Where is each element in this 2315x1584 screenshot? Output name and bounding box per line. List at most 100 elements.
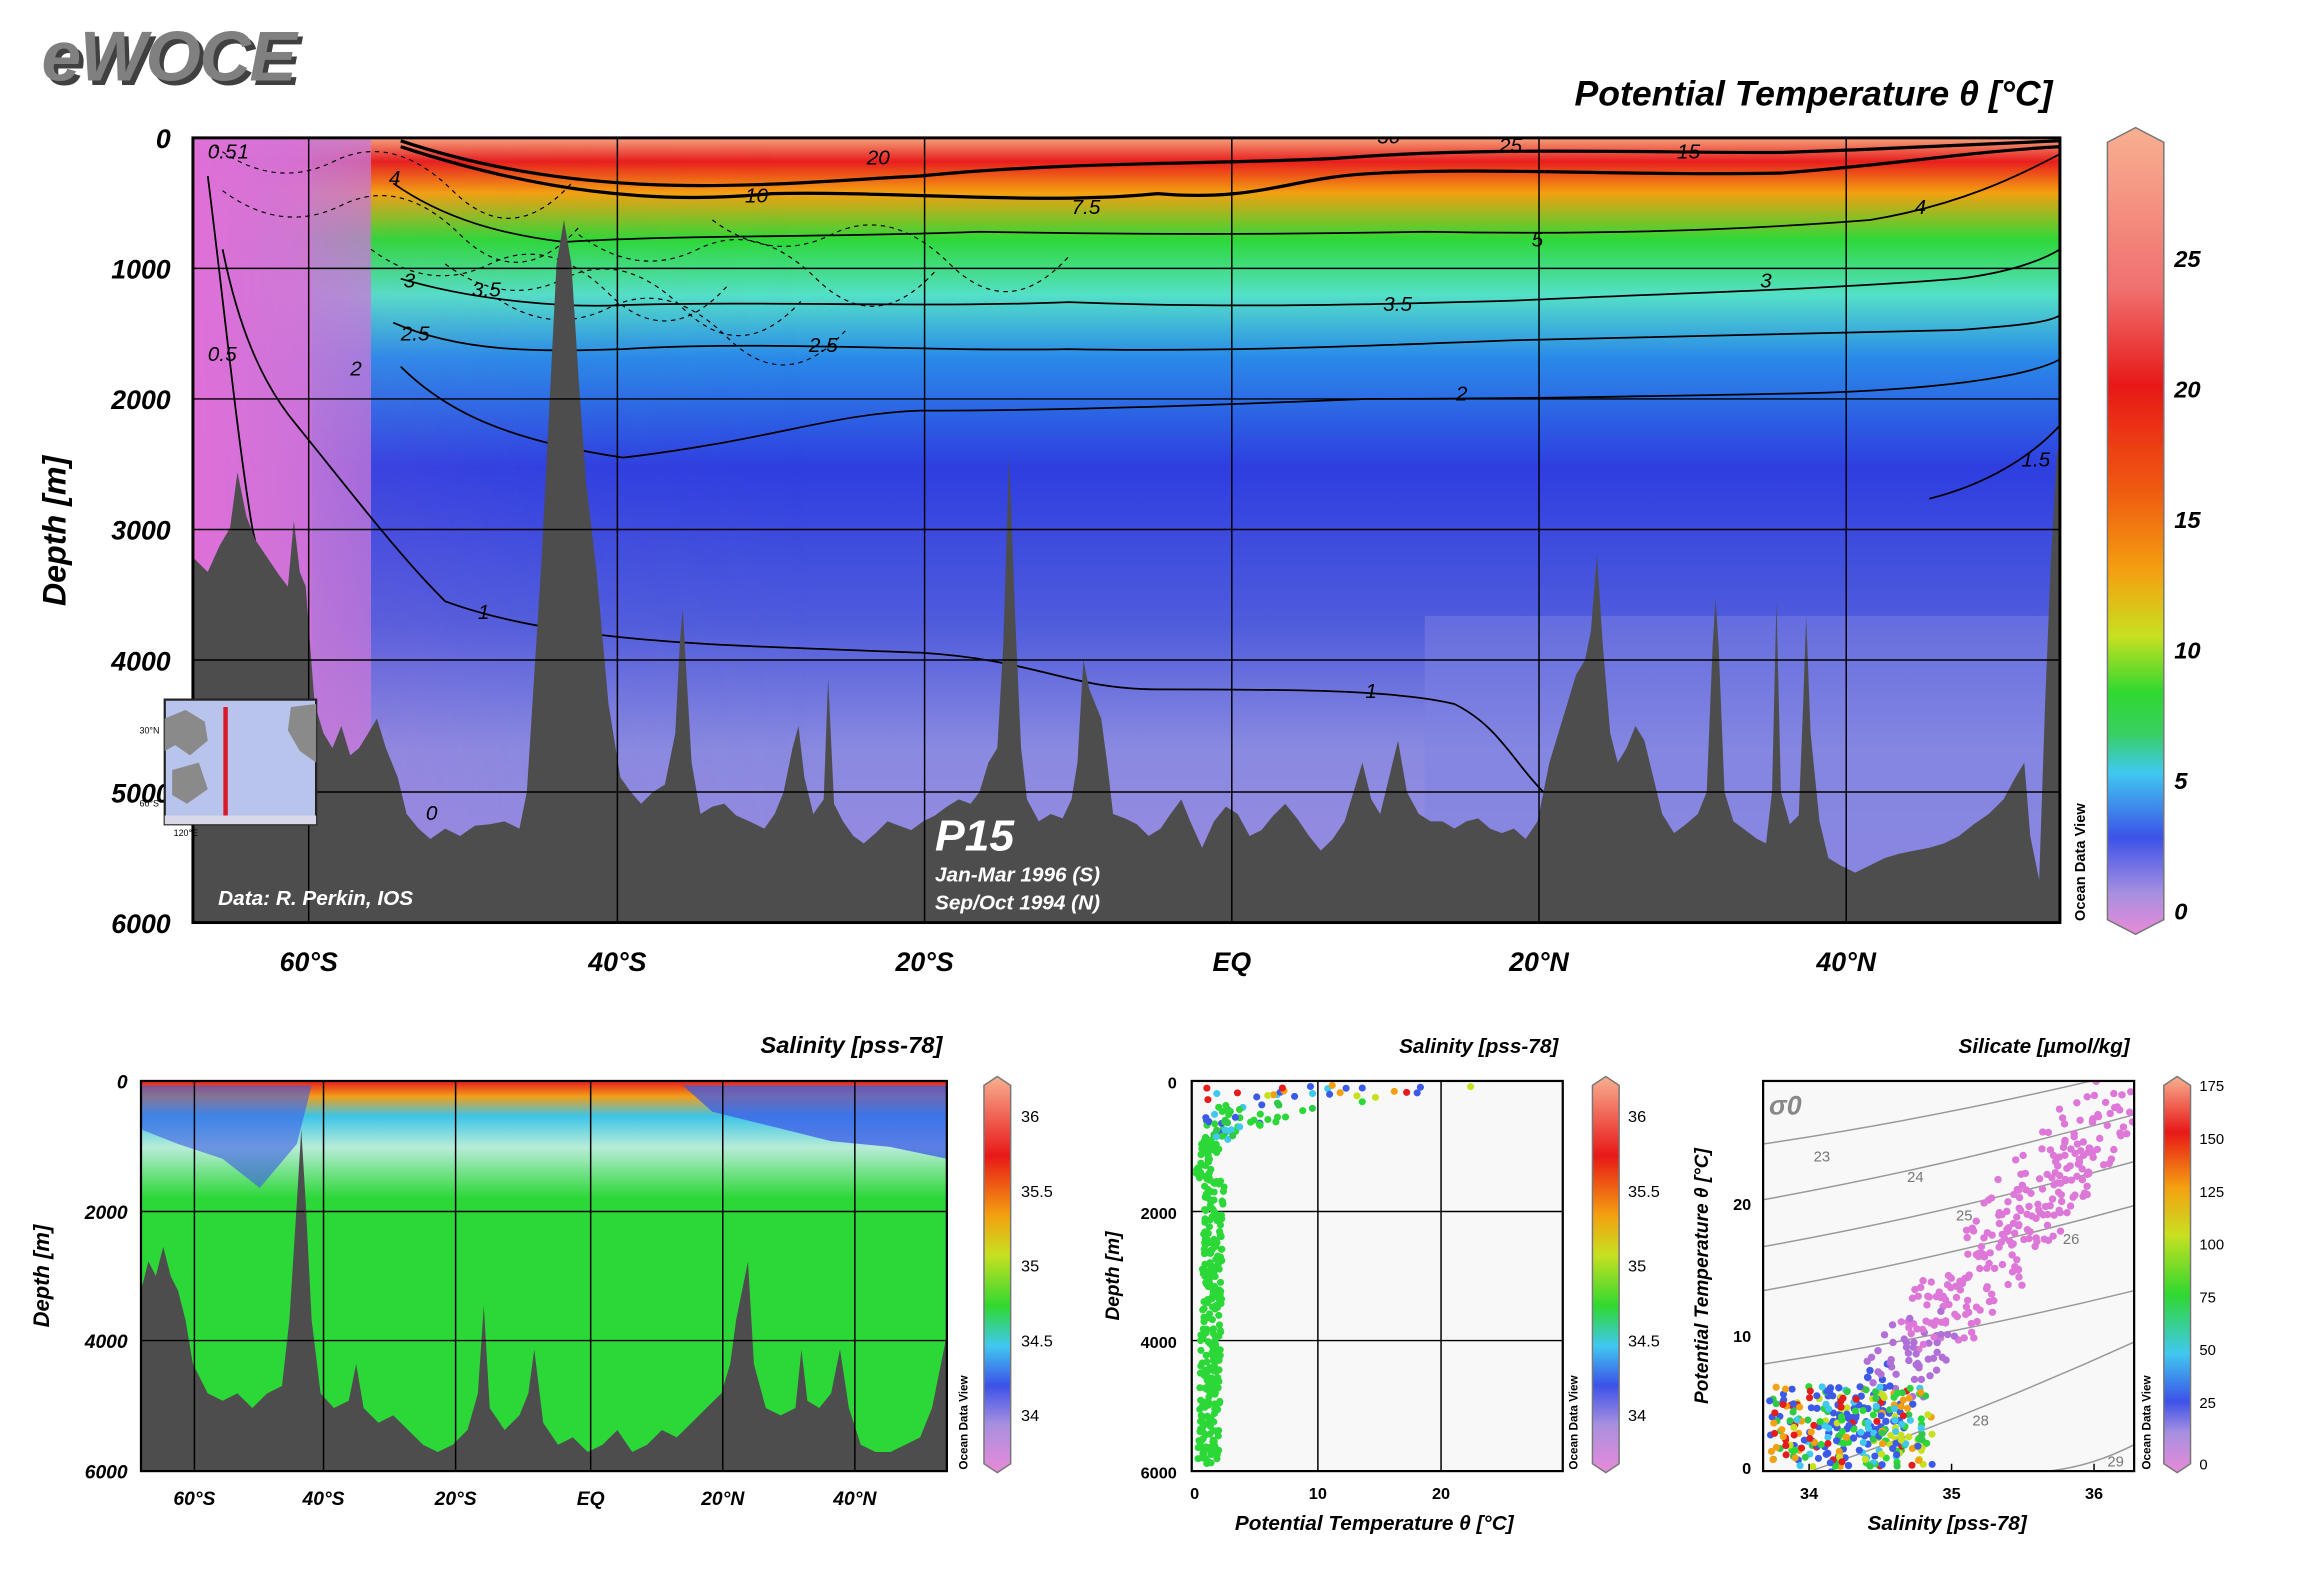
ts-point: [2079, 1138, 2087, 1146]
ts-point: [2119, 1123, 2128, 1131]
ts-point: [2073, 1172, 2081, 1180]
depth-temp-point: [1216, 1221, 1225, 1229]
depth-temp-point: [1209, 1367, 1218, 1375]
ts-point: [1797, 1444, 1806, 1452]
salinity-y-tick: 0: [117, 1072, 128, 1093]
depth-temp-point: [1203, 1084, 1211, 1092]
ts-point: [1873, 1417, 1881, 1425]
depth-temperature-colorbar-ticks: 36 35.5 35 34.5 34: [1628, 1108, 1660, 1425]
salinity-section-y-axis: 0 2000 4000 6000: [84, 1072, 128, 1483]
ts-point: [1766, 1397, 1774, 1405]
ts-point: [1818, 1383, 1826, 1391]
ts-point: [2013, 1185, 2022, 1194]
ts-point: [1886, 1382, 1894, 1390]
depth-temperature-frame: [1190, 1079, 1564, 1473]
depth-temp-point: [1200, 1138, 1208, 1146]
ts-point: [1918, 1325, 1927, 1334]
ts-point: [2078, 1176, 2087, 1184]
ts-point: [1835, 1384, 1843, 1392]
salinity-colorbar-tick: 34: [1021, 1407, 1039, 1425]
depth-temp-point: [1215, 1265, 1223, 1273]
ts-point: [2055, 1171, 2064, 1180]
ts-point: [2034, 1206, 2043, 1214]
ts-point: [2127, 1088, 2135, 1096]
ts-point: [1789, 1400, 1797, 1408]
depth-temp-point: [1195, 1437, 1203, 1445]
contour-line: [392, 153, 2060, 243]
ts-point: [1987, 1290, 1996, 1298]
depth-temp-y-tick: 0: [1168, 1074, 1177, 1092]
ts-point: [1772, 1383, 1780, 1391]
ts-point: [1990, 1297, 1998, 1305]
depth-temp-point: [1201, 1443, 1209, 1451]
ts-diagram-grid: [1808, 1463, 2095, 1472]
ts-point: [2009, 1219, 2018, 1228]
depth-temp-point: [1199, 1333, 1207, 1341]
ts-point: [1790, 1423, 1798, 1431]
depth-temp-point: [1213, 1090, 1221, 1098]
ts-point: [1770, 1429, 1779, 1437]
depth-temp-point: [1207, 1165, 1215, 1173]
ts-point: [1970, 1334, 1978, 1342]
ts-point: [1869, 1379, 1877, 1387]
ts-point: [2015, 1204, 2023, 1212]
ts-point: [2021, 1169, 2030, 1178]
contour-label: 0: [426, 802, 438, 825]
main-plot-frame: [191, 136, 2062, 925]
ts-point: [1800, 1436, 1808, 1444]
contour-label: 3: [1760, 270, 1772, 293]
ts-diagram-points: [1766, 1080, 2135, 1472]
ts-y-tick: 20: [1733, 1196, 1751, 1214]
temperature-contours: 0.510.5432.53.5210.5020107.53025155433.5…: [206, 138, 2060, 888]
ts-point: [1850, 1425, 1858, 1433]
depth-temp-point: [1199, 1427, 1207, 1436]
ts-y-tick: 10: [1733, 1328, 1751, 1346]
ts-point: [2083, 1182, 2091, 1190]
salinity-section-frame: [139, 1079, 948, 1473]
depth-temp-point: [1201, 1384, 1209, 1392]
ts-point: [1914, 1456, 1923, 1464]
depth-temp-point: [1208, 1374, 1216, 1382]
main-section-plot: 0.510.5432.53.5210.5020107.53025155433.5…: [36, 74, 2201, 977]
depth-temp-point: [1217, 1300, 1225, 1308]
section-dates-south: Jan-Mar 1996 (S): [935, 864, 1100, 887]
ts-point: [1914, 1292, 1922, 1300]
ts-point: [2004, 1280, 2012, 1289]
depth-temp-point: [1205, 1279, 1214, 1287]
ts-point: [1893, 1451, 1901, 1459]
ts-point: [1838, 1427, 1846, 1436]
sigma-contour-label: 23: [1814, 1150, 1831, 1166]
depth-temp-point: [1212, 1133, 1220, 1141]
ts-point: [2083, 1093, 2091, 1101]
ts-point: [1862, 1386, 1870, 1394]
depth-temp-point: [1214, 1214, 1222, 1222]
depth-temp-x-tick: 0: [1190, 1485, 1199, 1503]
depth-temp-point: [1215, 1103, 1223, 1111]
depth-temp-point: [1215, 1321, 1224, 1329]
ts-point: [2076, 1116, 2084, 1124]
depth-temp-point: [1211, 1120, 1219, 1128]
depth-temp-point: [1197, 1161, 1205, 1169]
ts-point: [2056, 1209, 2064, 1217]
sigma-isopycnal: [1763, 1113, 2135, 1201]
ts-point: [1880, 1331, 1889, 1339]
ts-point: [1867, 1353, 1876, 1361]
ts-point: [2023, 1226, 2032, 1234]
ts-colorbar-tick: 25: [2199, 1396, 2216, 1412]
ts-point: [1843, 1388, 1851, 1396]
ts-point: [1950, 1332, 1959, 1340]
depth-temp-point: [1206, 1216, 1214, 1224]
ts-point: [1990, 1264, 1999, 1273]
ts-point: [2058, 1114, 2067, 1122]
ts-point: [1859, 1438, 1867, 1447]
salinity-section-x-axis: 60°S 40°S 20°S EQ 20°N 40°N: [173, 1489, 877, 1510]
ts-point: [1879, 1440, 1887, 1448]
depth-temp-point: [1308, 1104, 1316, 1112]
ts-point: [2093, 1145, 2102, 1154]
depth-temp-point: [1215, 1399, 1224, 1407]
ts-point: [1919, 1277, 1927, 1285]
depth-temp-point: [1211, 1427, 1219, 1435]
depth-temp-point: [1215, 1352, 1224, 1360]
depth-temp-point: [1200, 1266, 1208, 1274]
